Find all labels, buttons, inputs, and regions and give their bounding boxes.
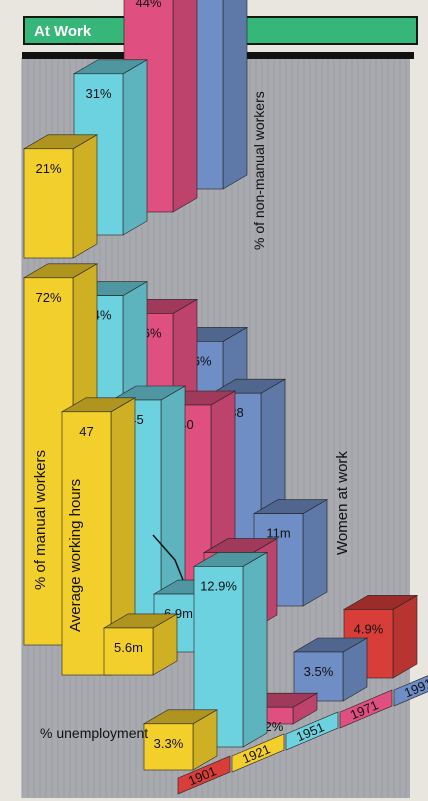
women-1921-leader-line [152,534,184,581]
unemployment-value-label: 4.9% [354,621,384,636]
women-value-label: 11m [266,526,290,541]
header-title: At Work [34,23,92,40]
chart-bars: 53%44%31%21%46%56%64%72%3840454711m9.1m6… [22,0,419,771]
working-hours-label: Average working hours [67,479,84,632]
women-bar-side [302,499,328,607]
non-manual-bar-1901: 21% [22,134,99,259]
women-value-label: 5.6m [114,640,143,655]
year-tab-1971 [339,689,393,729]
unemployment-label-text: % unemployment [40,725,148,741]
manual-workers-label: % of manual workers [32,450,49,590]
non-manual-value-label: 44% [135,0,161,10]
non-manual-value-label: 21% [35,161,61,176]
year-tab-1991 [393,675,428,707]
women-at-work-label: Women at work [334,451,351,555]
non-manual-bar-side [222,0,248,190]
non-manual-bar-front [23,148,74,259]
unemployment-label: % unemployment [40,725,148,741]
hours-value-label: 47 [79,424,93,439]
unemployment-value-label: 12.9% [200,578,237,593]
women-bar-front [103,627,154,676]
non-manual-bar-side [172,0,198,213]
unemployment-bar-1901: 3.3% [142,709,219,771]
hours-bar-front [61,411,112,676]
women-bar-1901: 5.6m [102,613,179,676]
manual-value-label: 72% [35,290,61,305]
year-tab-1951 [285,711,339,751]
non-manual-workers-label: % of non-manual workers [251,91,267,250]
unemployment-bar-front [293,651,344,702]
unemployment-value-label: 3.3% [154,736,184,751]
year-tab-1901 [177,755,231,795]
hours-bar-1901: 47 [60,397,137,676]
unemployment-bar-1971: 3.5% [292,637,369,702]
non-manual-bar-side [122,59,148,236]
unemployment-bar-side [392,594,418,679]
unemployment-bar-front [143,723,194,771]
non-manual-value-label: 31% [85,86,111,101]
unemployment-bar-side [242,551,268,748]
non-manual-bar-side [72,134,98,259]
unemployment-value-label: 3.5% [304,664,334,679]
year-tab-1921 [231,733,285,773]
